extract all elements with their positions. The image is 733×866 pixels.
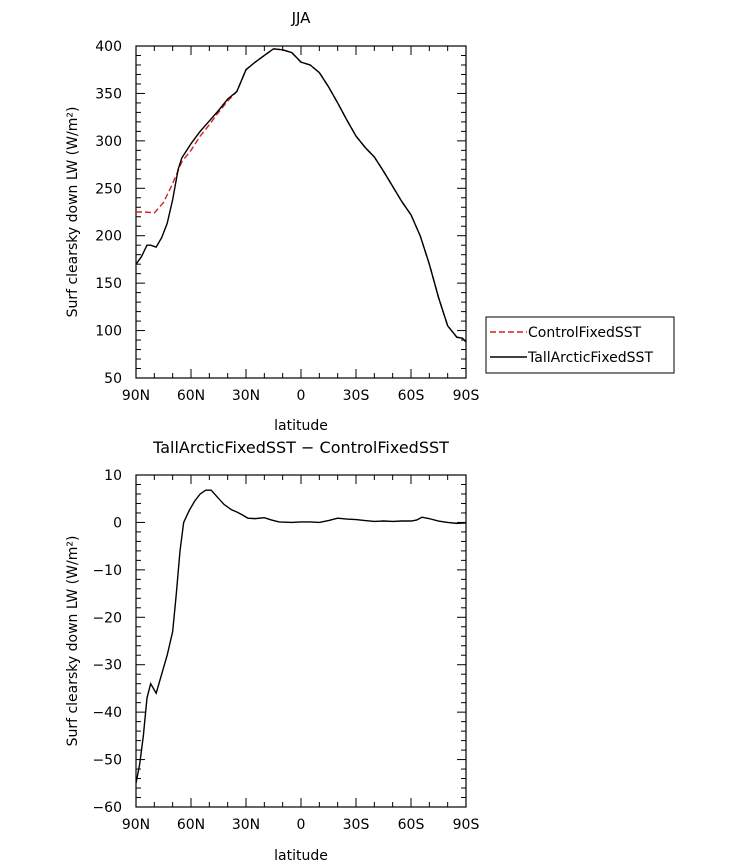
chart-bottom-x-tick-label: 90S: [453, 817, 480, 833]
chart-bottom-x-tick-label: 30S: [343, 817, 370, 833]
chart-top-x-tick-label: 60N: [177, 388, 205, 404]
chart-bottom-title: TallArcticFixedSST − ControlFixedSST: [152, 438, 449, 457]
chart-top-y-tick-label: 250: [95, 181, 122, 197]
chart-top-x-tick-label: 30S: [343, 388, 370, 404]
legend-label-controlfixedsst: ControlFixedSST: [528, 325, 642, 341]
chart-top-series-tallarcticfixedsst-line: [136, 48, 466, 344]
chart-top-axes: 90N 60N 30N 0 30S 60S 90S 50 100 150 200 250 300 350 4…: [95, 39, 479, 404]
chart-top-x-tick-label: 30N: [232, 388, 260, 404]
chart-bottom-x-axis-label: latitude: [274, 848, 328, 864]
chart-bottom-plot-frame: [135, 474, 467, 808]
chart-bottom-y-tick-label: 10: [104, 468, 122, 484]
chart-top-y-tick-label: 150: [95, 276, 122, 292]
chart-bottom-y-tick-label: −30: [92, 658, 122, 674]
chart-top-y-axis-label: Surf clearsky down LW (W/m²): [65, 107, 81, 318]
chart-bottom-axes: 90N 60N 30N 0 30S 60S 90S −60 −50 −40 −30 −20 −10 0 10: [92, 468, 479, 833]
chart-bottom-x-tick-label: 0: [297, 817, 306, 833]
chart-top-x-tick-label: 90N: [122, 388, 150, 404]
chart-bottom-x-tick-label: 30N: [232, 817, 260, 833]
legend: ControlFixedSST TallArcticFixedSST: [485, 316, 675, 374]
chart-bottom-y-tick-label: 0: [113, 515, 122, 531]
legend-label-tallarcticfixedsst: TallArcticFixedSST: [527, 350, 653, 366]
chart-top-x-tick-label: 90S: [453, 388, 480, 404]
chart-bottom-y-tick-label: −60: [92, 800, 122, 816]
chart-bottom-difference: TallArcticFixedSST − ControlFixedSST 90N…: [65, 438, 479, 864]
chart-top-x-axis-label: latitude: [274, 418, 328, 434]
chart-bottom-y-axis-label: Surf clearsky down LW (W/m²): [65, 536, 81, 747]
chart-bottom-y-tick-label: −20: [92, 610, 122, 626]
chart-bottom-y-tick-label: −40: [92, 705, 122, 721]
chart-top-y-tick-label: 100: [95, 324, 122, 340]
chart-top-x-tick-label: 60S: [398, 388, 425, 404]
chart-top-y-tick-label: 50: [104, 371, 122, 387]
chart-top-jja: JJA 90N 60N 30N 0 30S 60S 90S 50 100 150 200 250 300…: [65, 9, 479, 434]
chart-bottom-y-tick-label: −10: [92, 563, 122, 579]
chart-top-y-tick-label: 200: [95, 229, 122, 245]
chart-top-title: JJA: [291, 9, 312, 27]
chart-top-y-tick-label: 400: [95, 39, 122, 55]
chart-top-y-tick-label: 350: [95, 86, 122, 102]
legend-box: [485, 316, 675, 374]
chart-top-series-controlfixedsst-line: [136, 48, 466, 344]
chart-top-x-tick-label: 0: [297, 388, 306, 404]
chart-bottom-x-tick-label: 60S: [398, 817, 425, 833]
chart-top-plot-frame: [135, 45, 467, 379]
chart-bottom-x-tick-label: 90N: [122, 817, 150, 833]
chart-top-y-tick-label: 300: [95, 134, 122, 150]
chart-bottom-y-tick-label: −50: [92, 753, 122, 769]
chart-bottom-x-tick-label: 60N: [177, 817, 205, 833]
chart-bottom-series-difference-line: [136, 489, 466, 784]
